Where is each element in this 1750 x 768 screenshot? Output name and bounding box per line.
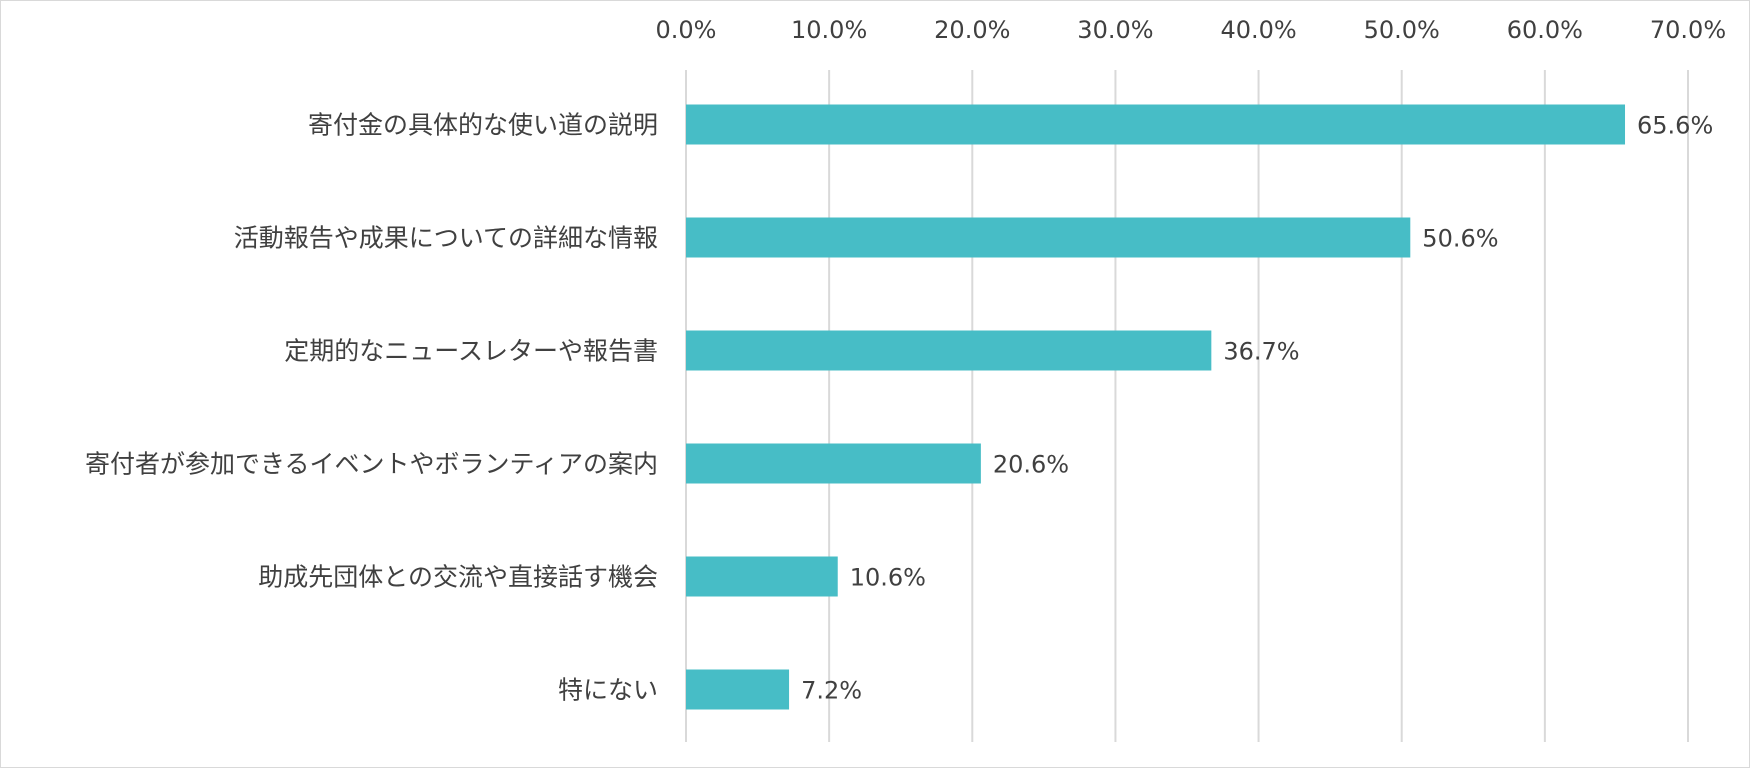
x-tick-label: 30.0%	[1077, 16, 1153, 44]
x-tick-label: 70.0%	[1650, 16, 1726, 44]
category-label: 寄付金の具体的な使い道の説明	[308, 111, 658, 140]
data-label: 50.6%	[1422, 225, 1498, 253]
gridlines	[685, 70, 1689, 742]
data-label: 36.7%	[1223, 338, 1299, 366]
bar	[686, 217, 1411, 258]
x-tick-label: 60.0%	[1507, 16, 1583, 44]
x-axis-tick-labels: 0.0% 10.0% 20.0% 30.0% 40.0% 50.0% 60.0% 70.0%	[656, 16, 1727, 44]
x-tick-label: 40.0%	[1220, 16, 1296, 44]
bar	[686, 669, 790, 710]
x-tick-label: 10.0%	[791, 16, 867, 44]
x-tick-label: 20.0%	[934, 16, 1010, 44]
data-labels: 65.6% 50.6% 36.7% 20.6% 10.6% 7.2%	[801, 112, 1713, 705]
data-label: 10.6%	[850, 564, 926, 592]
data-label: 65.6%	[1637, 112, 1713, 140]
category-label: 定期的なニュースレターや報告書	[284, 337, 658, 366]
category-label: 活動報告や成果についての詳細な情報	[234, 224, 658, 253]
bar	[686, 443, 981, 484]
bar	[686, 556, 838, 597]
category-label: 特にない	[558, 676, 658, 705]
data-label: 7.2%	[801, 677, 862, 705]
category-label: 助成先団体との交流や直接話す機会	[258, 563, 658, 592]
bar	[686, 104, 1626, 145]
category-label: 寄付者が参加できるイベントやボランティアの案内	[85, 450, 658, 479]
x-tick-label: 0.0%	[656, 16, 717, 44]
x-tick-label: 50.0%	[1364, 16, 1440, 44]
bars	[686, 104, 1626, 710]
category-labels: 寄付金の具体的な使い道の説明活動報告や成果についての詳細な情報定期的なニュースレ…	[85, 111, 658, 705]
data-label: 20.6%	[993, 451, 1069, 479]
bar	[686, 330, 1212, 371]
